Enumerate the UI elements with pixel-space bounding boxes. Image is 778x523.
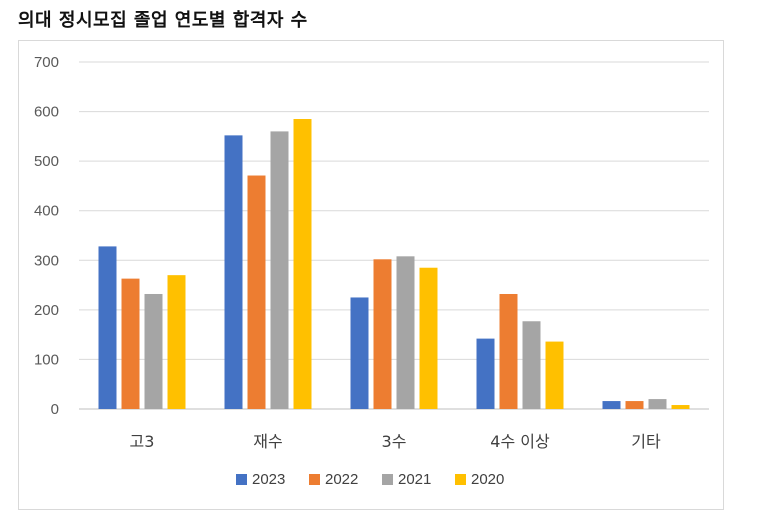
page-title: 의대 정시모집 졸업 연도별 합격자 수 <box>18 10 308 31</box>
legend-swatch-2022 <box>309 474 320 485</box>
y-tick-label: 200 <box>34 302 59 319</box>
category-label: 3수 <box>382 432 407 451</box>
bar-2023 <box>350 297 369 409</box>
bar-2022 <box>499 293 518 409</box>
bar-2023 <box>98 246 117 409</box>
bar-2020 <box>167 275 186 409</box>
legend-label-2020: 2020 <box>471 471 504 488</box>
bar-2022 <box>625 401 644 409</box>
bar-2021 <box>270 131 289 409</box>
legend-swatch-2021 <box>382 474 393 485</box>
bar-2022 <box>247 175 266 409</box>
bar-2022 <box>373 259 392 409</box>
category-label: 고3 <box>130 432 155 451</box>
y-tick-label: 500 <box>34 153 59 170</box>
legend-label-2021: 2021 <box>398 471 431 488</box>
bar-2021 <box>522 321 541 409</box>
chart-frame: 0 100 200 300 400 500 600 700 고3 재수 3수 4수 이상 기타 2023 2… <box>18 40 724 510</box>
bar-2021 <box>648 399 667 409</box>
bar-2023 <box>224 135 243 409</box>
y-tick-label: 400 <box>34 203 59 220</box>
bar-2023 <box>476 338 495 409</box>
category-label: 기타 <box>631 432 661 451</box>
bar-2020 <box>293 119 312 409</box>
legend-swatch-2020 <box>455 474 466 485</box>
bar-chart: 0 100 200 300 400 500 600 700 고3 재수 3수 4수 이상 기타 2023 2… <box>34 54 709 488</box>
bar-2022 <box>121 278 140 409</box>
bar-2021 <box>144 293 163 409</box>
legend-swatch-2023 <box>236 474 247 485</box>
legend-label-2023: 2023 <box>252 471 285 488</box>
y-tick-label: 100 <box>34 351 59 368</box>
bar-2020 <box>545 341 564 409</box>
y-tick-label: 600 <box>34 104 59 121</box>
bar-2020 <box>671 405 690 409</box>
legend-label-2022: 2022 <box>325 471 358 488</box>
y-tick-label: 0 <box>51 401 59 418</box>
category-label: 4수 이상 <box>490 432 550 451</box>
y-tick-label: 700 <box>34 54 59 71</box>
bar-2020 <box>419 267 438 409</box>
bar-2023 <box>602 401 621 409</box>
bar-2021 <box>396 256 415 409</box>
y-tick-label: 300 <box>34 252 59 269</box>
category-label: 재수 <box>253 432 282 451</box>
